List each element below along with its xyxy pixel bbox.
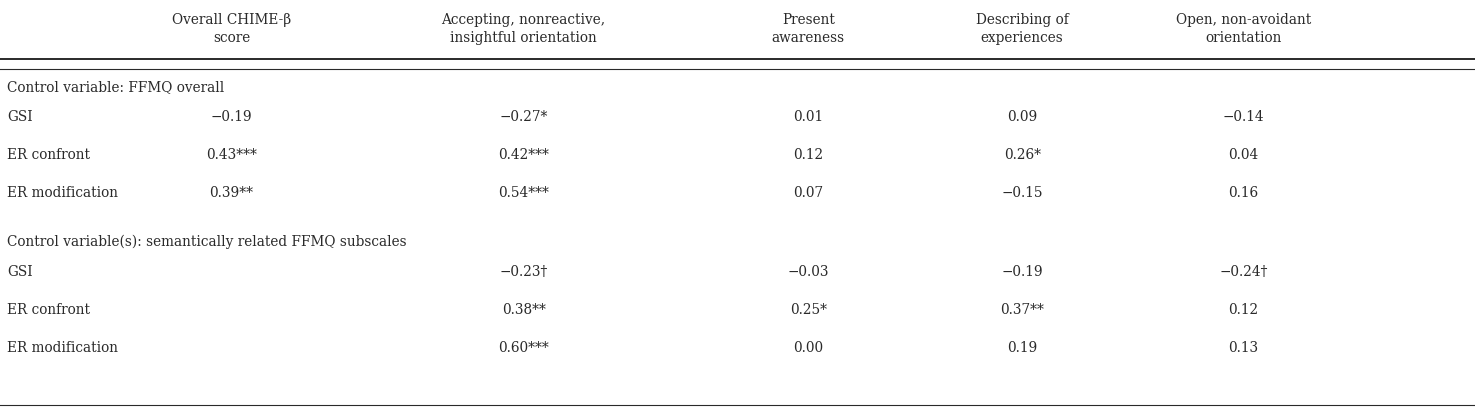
Text: 0.01: 0.01	[794, 109, 823, 123]
Text: 0.60***: 0.60***	[499, 340, 549, 354]
Text: Describing of
experiences: Describing of experiences	[976, 13, 1068, 45]
Text: −0.24†: −0.24†	[1220, 264, 1267, 278]
Text: 0.09: 0.09	[1007, 109, 1037, 123]
Text: −0.14: −0.14	[1223, 109, 1264, 123]
Text: 0.19: 0.19	[1007, 340, 1037, 354]
Text: Control variable(s): semantically related FFMQ subscales: Control variable(s): semantically relate…	[7, 235, 407, 249]
Text: 0.13: 0.13	[1229, 340, 1258, 354]
Text: −0.23†: −0.23†	[500, 264, 547, 278]
Text: −0.27*: −0.27*	[500, 109, 547, 123]
Text: 0.04: 0.04	[1229, 147, 1258, 161]
Text: −0.15: −0.15	[1002, 185, 1043, 199]
Text: Accepting, nonreactive,
insightful orientation: Accepting, nonreactive, insightful orien…	[441, 13, 606, 45]
Text: ER confront: ER confront	[7, 147, 90, 161]
Text: ER confront: ER confront	[7, 302, 90, 316]
Text: −0.19: −0.19	[1002, 264, 1043, 278]
Text: Present
awareness: Present awareness	[771, 13, 845, 45]
Text: 0.25*: 0.25*	[789, 302, 827, 316]
Text: Open, non-avoidant
orientation: Open, non-avoidant orientation	[1176, 13, 1311, 45]
Text: 0.39**: 0.39**	[209, 185, 254, 199]
Text: GSI: GSI	[7, 109, 32, 123]
Text: 0.26*: 0.26*	[1003, 147, 1041, 161]
Text: 0.12: 0.12	[794, 147, 823, 161]
Text: 0.42***: 0.42***	[499, 147, 549, 161]
Text: 0.43***: 0.43***	[207, 147, 257, 161]
Text: 0.07: 0.07	[794, 185, 823, 199]
Text: 0.16: 0.16	[1229, 185, 1258, 199]
Text: 0.00: 0.00	[794, 340, 823, 354]
Text: ER modification: ER modification	[7, 340, 118, 354]
Text: GSI: GSI	[7, 264, 32, 278]
Text: 0.12: 0.12	[1229, 302, 1258, 316]
Text: −0.19: −0.19	[211, 109, 252, 123]
Text: 0.38**: 0.38**	[502, 302, 546, 316]
Text: 0.54***: 0.54***	[499, 185, 549, 199]
Text: ER modification: ER modification	[7, 185, 118, 199]
Text: Overall CHIME-β
score: Overall CHIME-β score	[173, 13, 291, 45]
Text: −0.03: −0.03	[788, 264, 829, 278]
Text: Control variable: FFMQ overall: Control variable: FFMQ overall	[7, 80, 224, 94]
Text: 0.37**: 0.37**	[1000, 302, 1044, 316]
